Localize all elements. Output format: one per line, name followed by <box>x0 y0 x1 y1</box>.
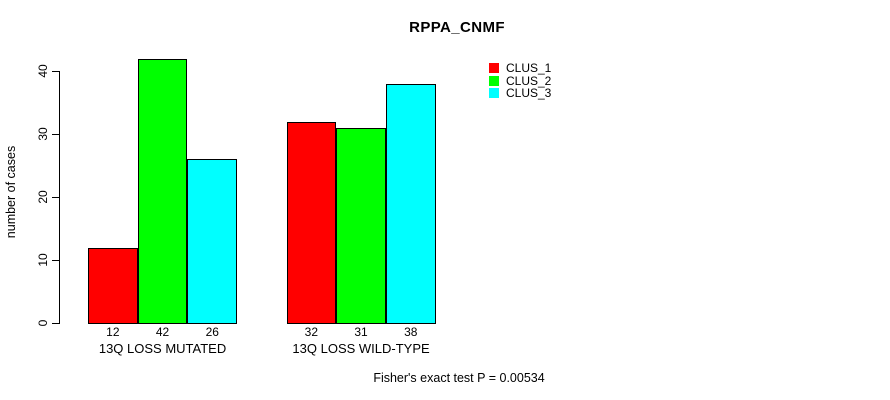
legend-item-clus-2: CLUS_2 <box>489 73 552 88</box>
bar-value-label: 42 <box>155 325 170 339</box>
y-tick-mark <box>52 134 59 136</box>
chart-title: RPPA_CNMF <box>409 19 505 36</box>
y-tick-mark <box>52 197 59 199</box>
legend: CLUS_1 CLUS_2 CLUS_3 <box>489 61 552 101</box>
bar-clus_1-group1 <box>88 247 138 324</box>
legend-swatch-clus-3-icon <box>489 88 499 99</box>
y-tick-label: 40 <box>36 64 50 79</box>
y-tick-label: 10 <box>36 253 50 267</box>
legend-item-clus-1: CLUS_1 <box>489 61 552 76</box>
bar-value-label: 32 <box>304 325 319 339</box>
legend-swatch-clus-1-icon <box>489 63 499 74</box>
y-axis-title: number of cases <box>4 145 18 239</box>
bar-value-label: 12 <box>106 325 120 339</box>
y-tick-mark <box>52 323 59 324</box>
y-tick-label: 0 <box>36 319 50 327</box>
y-tick-mark <box>52 71 59 73</box>
fisher-exact-test-annotation: Fisher's exact test P = 0.00534 <box>373 371 545 385</box>
bar-clus_1-group2 <box>286 121 337 324</box>
legend-label-clus-3: CLUS_3 <box>506 86 552 101</box>
bar-clus_2-group1 <box>137 58 188 324</box>
y-axis-line <box>59 71 60 324</box>
legend-label-clus-1: CLUS_1 <box>506 61 552 76</box>
legend-label-clus-2: CLUS_2 <box>506 73 552 88</box>
bar-value-label: 31 <box>354 325 368 339</box>
legend-item-clus-3: CLUS_3 <box>489 86 552 101</box>
bar-value-label: 38 <box>404 325 418 339</box>
bar-clus_2-group2 <box>336 128 386 324</box>
x-category-label: 13Q LOSS MUTATED <box>98 341 227 356</box>
y-tick-label: 30 <box>36 127 50 141</box>
y-tick-mark <box>52 260 59 262</box>
bar-clus_3-group1 <box>187 159 238 324</box>
y-tick-label: 20 <box>36 190 50 204</box>
bar-clus_3-group2 <box>385 83 436 324</box>
bar-value-label: 26 <box>205 325 219 339</box>
legend-swatch-clus-2-icon <box>489 75 499 86</box>
x-category-label: 13Q LOSS WILD-TYPE <box>292 341 430 356</box>
